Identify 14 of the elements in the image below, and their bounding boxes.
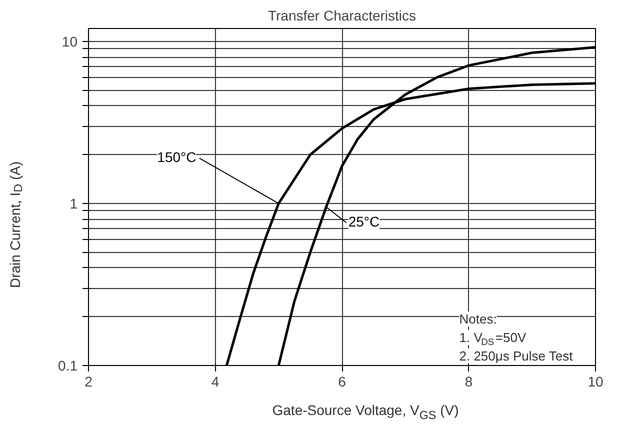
x-tick-label: 6 xyxy=(338,374,346,390)
x-tick-label: 2 xyxy=(84,374,93,390)
text: 150°C xyxy=(157,149,196,166)
chart-title: Transfer Characteristics xyxy=(268,8,416,24)
annotation: Notes: xyxy=(459,311,497,326)
y-tick-label: 10 xyxy=(62,33,78,50)
x-axis-title: Gate-Source Voltage, V$_{GS}$ (V) xyxy=(272,401,459,424)
x-tick-label: 8 xyxy=(464,374,473,390)
x-tick-label: 4 xyxy=(211,374,220,390)
legend-label: 25°C xyxy=(348,214,380,230)
y-tick-label: 0.1 xyxy=(58,358,78,374)
annotation: 2. 250μs Pulse Test xyxy=(459,348,574,364)
y-tick-label: 1 xyxy=(70,195,78,212)
x-tick-label: 10 xyxy=(588,374,604,390)
